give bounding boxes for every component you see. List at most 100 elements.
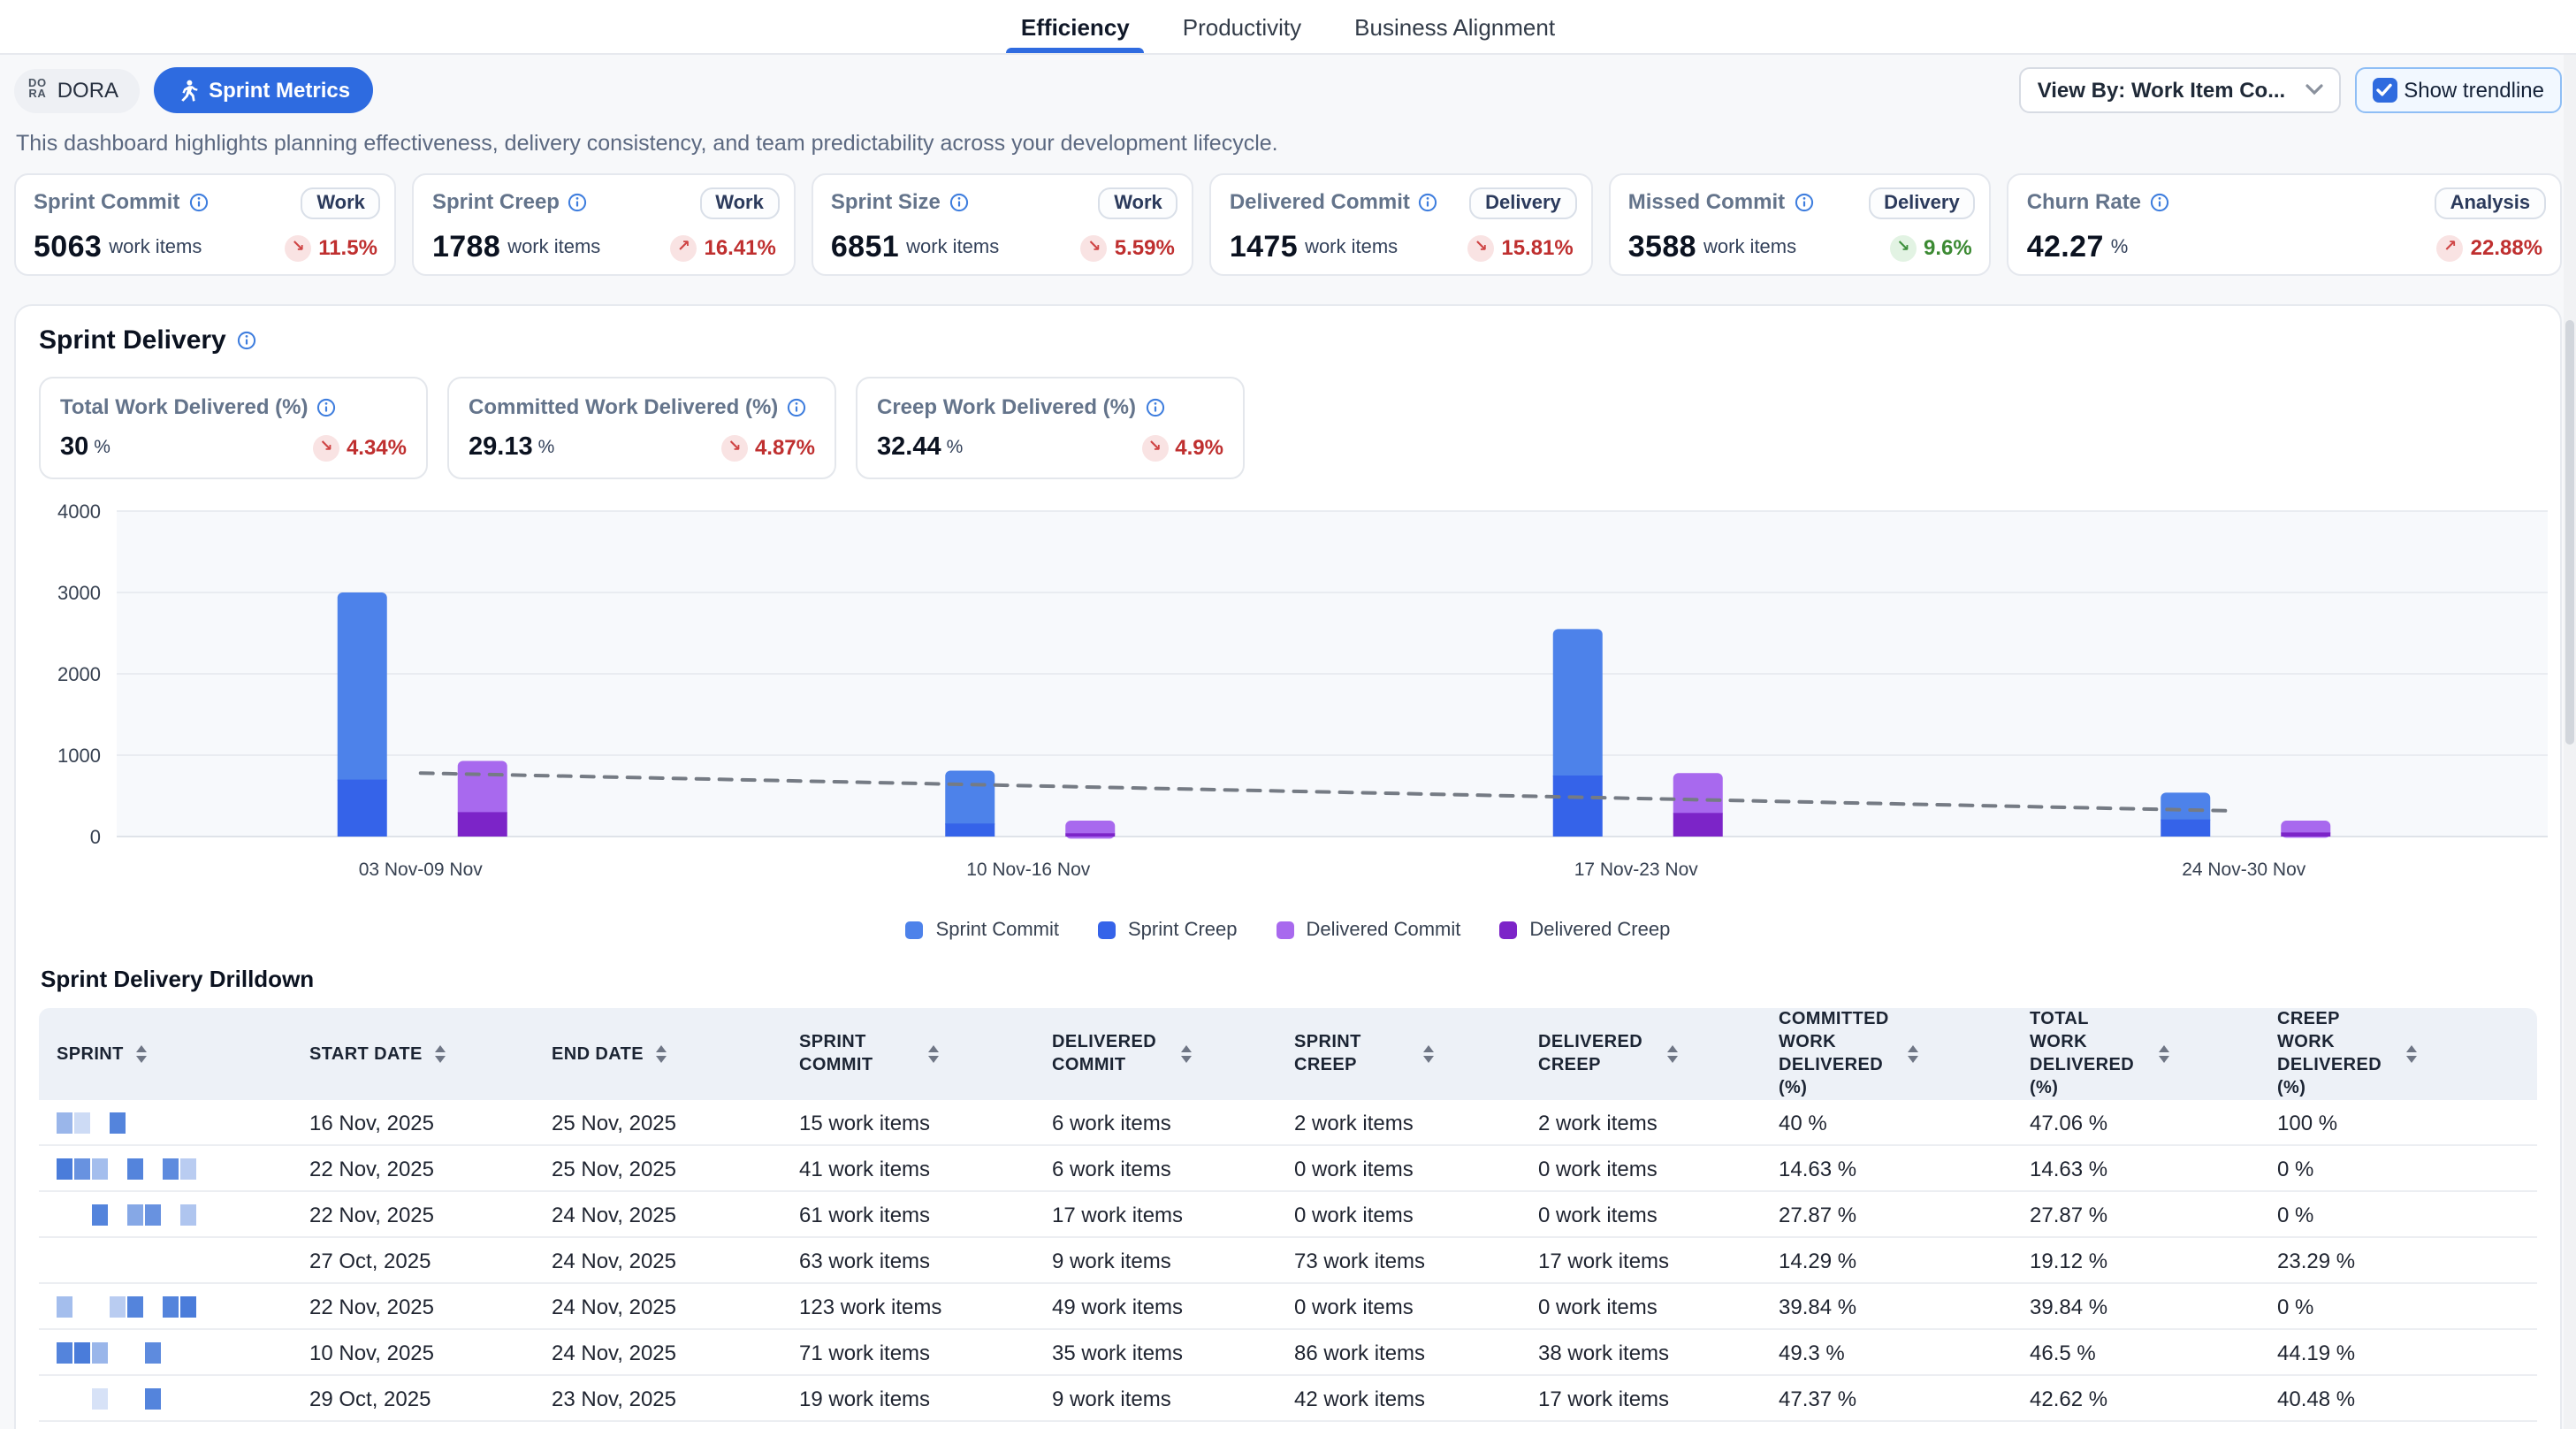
trend-percent: 4.87%: [754, 435, 815, 460]
table-row[interactable]: 16 Nov, 2025 25 Nov, 2025 15 work items 6 w…: [39, 1100, 2537, 1146]
bar-delivered-commit[interactable]: [457, 760, 507, 818]
sort-icon[interactable]: [1423, 1045, 1434, 1063]
sort-icon[interactable]: [2406, 1045, 2417, 1063]
subcard-unit: %: [946, 437, 964, 458]
info-icon[interactable]: [568, 192, 588, 211]
kpi-card-sprint-commit: Sprint Commit Work 5063 work items ↘ 11.5%: [14, 173, 397, 276]
legend-item-delivered-commit[interactable]: Delivered Commit: [1276, 920, 1460, 941]
sort-icon[interactable]: [928, 1045, 939, 1063]
info-icon[interactable]: [787, 397, 806, 416]
sort-icon[interactable]: [1181, 1045, 1192, 1063]
kpi-unit: work items: [507, 237, 601, 258]
table-cell: 61 work items: [781, 1191, 1034, 1238]
table-row[interactable]: 11 Nov, 202521 Nov, 202540 work items12 …: [39, 1421, 2537, 1429]
sprint-name-cell-redacted: [39, 1237, 292, 1284]
table-row[interactable]: 22 Nov, 2025 24 Nov, 2025 123 work items 49…: [39, 1283, 2537, 1330]
column-header-start-date[interactable]: Start Date: [292, 1008, 534, 1100]
show-trendline-toggle[interactable]: Show trendline: [2354, 67, 2562, 113]
table-cell: 17 work items: [1034, 1191, 1277, 1238]
column-header-creep-work-delivered[interactable]: Creep Work Delivered (%): [2260, 1008, 2537, 1100]
table-cell: 63 work items: [781, 1237, 1034, 1284]
column-header-committed-work-delivered[interactable]: Committed Work Delivered (%): [1761, 1008, 2012, 1100]
table-row[interactable]: 29 Oct, 2025 23 Nov, 2025 19 work items 9 w…: [39, 1375, 2537, 1422]
info-icon[interactable]: [188, 192, 208, 211]
bar-sprint-commit[interactable]: [2161, 792, 2211, 825]
column-header-sprint-creep[interactable]: Sprint Creep: [1277, 1008, 1520, 1100]
column-header-sprint[interactable]: Sprint: [39, 1008, 292, 1100]
bar-sprint-commit[interactable]: [945, 770, 995, 829]
bar-delivered-creep[interactable]: [1065, 833, 1116, 837]
sprint-delivery-chart: 0 1000 2000 3000 4000 03 Nov-09 Nov 10 Nov-16 …: [39, 497, 2548, 909]
info-icon[interactable]: [1794, 192, 1813, 211]
legend-item-delivered-creep[interactable]: Delivered Creep: [1499, 920, 1670, 941]
info-icon[interactable]: [949, 192, 969, 211]
table-row[interactable]: 22 Nov, 2025 25 Nov, 2025 41 work items 6 w…: [39, 1145, 2537, 1192]
tab-productivity[interactable]: Productivity: [1179, 0, 1305, 53]
table-cell: 24 Nov, 2025: [534, 1329, 781, 1376]
table-cell: 24 Nov, 2025: [534, 1283, 781, 1330]
table-row[interactable]: 22 Nov, 2025 24 Nov, 2025 61 work items 17 …: [39, 1191, 2537, 1238]
sort-icon[interactable]: [1667, 1045, 1678, 1063]
column-header-end-date[interactable]: End Date: [534, 1008, 781, 1100]
sort-icon[interactable]: [135, 1045, 147, 1063]
tab-list: Efficiency Productivity Business Alignment: [1006, 0, 1559, 53]
show-trendline-label: Show trendline: [2404, 78, 2544, 103]
bar-delivered-creep[interactable]: [457, 812, 507, 837]
sort-icon[interactable]: [2159, 1045, 2169, 1063]
legend-item-sprint-commit[interactable]: Sprint Commit: [905, 920, 1059, 941]
tab-efficiency[interactable]: Efficiency: [1006, 0, 1144, 53]
bar-delivered-creep[interactable]: [1673, 813, 1723, 837]
tab-label: Efficiency: [1020, 13, 1130, 40]
dora-button[interactable]: DO RA DORA: [14, 68, 141, 112]
table-row[interactable]: 10 Nov, 2025 24 Nov, 2025 71 work items 35 …: [39, 1329, 2537, 1376]
bar-sprint-commit[interactable]: [337, 592, 387, 785]
legend-item-sprint-creep[interactable]: Sprint Creep: [1098, 920, 1238, 941]
legend-label: Sprint Creep: [1128, 920, 1238, 941]
column-header-total-work-delivered[interactable]: Total Work Delivered (%): [2012, 1008, 2260, 1100]
page-scrollbar-thumb[interactable]: [2565, 320, 2574, 745]
bar-sprint-creep[interactable]: [1552, 776, 1603, 837]
column-header-sprint-commit[interactable]: Sprint Commit: [781, 1008, 1034, 1100]
info-icon[interactable]: [317, 397, 337, 416]
view-by-dropdown[interactable]: View By: Work Item Co...: [2019, 67, 2341, 113]
table-cell: 0 work items: [1520, 1145, 1761, 1192]
x-axis-category-label: 03 Nov-09 Nov: [359, 860, 484, 880]
info-icon[interactable]: [2150, 192, 2169, 211]
redacted-sprint-blocks: [57, 1192, 292, 1236]
table-row[interactable]: 27 Oct, 2025 24 Nov, 2025 63 work items 9 w…: [39, 1237, 2537, 1284]
column-header-delivered-creep[interactable]: Delivered Creep: [1520, 1008, 1761, 1100]
table-cell: 23.29 %: [2260, 1237, 2537, 1284]
checkbox-checked-icon[interactable]: [2372, 78, 2397, 103]
trendline: [418, 771, 2237, 814]
drilldown-table: Sprint Start Date End Date Sprint Commit Del…: [39, 1008, 2537, 1429]
info-icon[interactable]: [237, 331, 256, 350]
bar-sprint-creep[interactable]: [337, 779, 387, 837]
table-cell: 47.37 %: [1761, 1375, 2012, 1422]
kpi-unit: work items: [1305, 237, 1399, 258]
table-cell: 39.84 %: [1761, 1283, 2012, 1330]
arrow-down-right-icon: ↘: [1080, 234, 1108, 261]
page-scrollbar[interactable]: [2564, 55, 2576, 1429]
trend-percent: 4.34%: [346, 435, 407, 460]
active-tab-underline: [1006, 48, 1144, 53]
sprint-name-cell-redacted: [39, 1145, 292, 1192]
sort-icon[interactable]: [655, 1045, 667, 1063]
bar-sprint-creep[interactable]: [945, 823, 995, 837]
delivery-subcard-creep-work-delivered-: Creep Work Delivered (%) 32.44% ↘ 4.9%: [856, 377, 1245, 479]
sprint-metrics-button[interactable]: Sprint Metrics: [154, 67, 374, 113]
bar-delivered-creep[interactable]: [2281, 832, 2331, 837]
info-icon[interactable]: [1419, 192, 1438, 211]
info-icon[interactable]: [1145, 397, 1164, 416]
table-cell: 25 Nov, 2025: [534, 1100, 781, 1146]
bar-sprint-commit[interactable]: [1552, 629, 1603, 781]
bar-delivered-commit[interactable]: [1673, 773, 1723, 819]
bar-sprint-creep[interactable]: [2161, 819, 2211, 837]
table-cell: 27.87 %: [2012, 1191, 2260, 1238]
trend-indicator: ↗ 22.88%: [2436, 234, 2542, 261]
sort-icon[interactable]: [1908, 1045, 1918, 1063]
column-header-delivered-commit[interactable]: Delivered Commit: [1034, 1008, 1277, 1100]
kpi-title: Sprint Creep: [431, 189, 560, 214]
sort-icon[interactable]: [434, 1045, 446, 1063]
tab-business-alignment[interactable]: Business Alignment: [1351, 0, 1559, 53]
table-cell: 38 work items: [1520, 1329, 1761, 1376]
